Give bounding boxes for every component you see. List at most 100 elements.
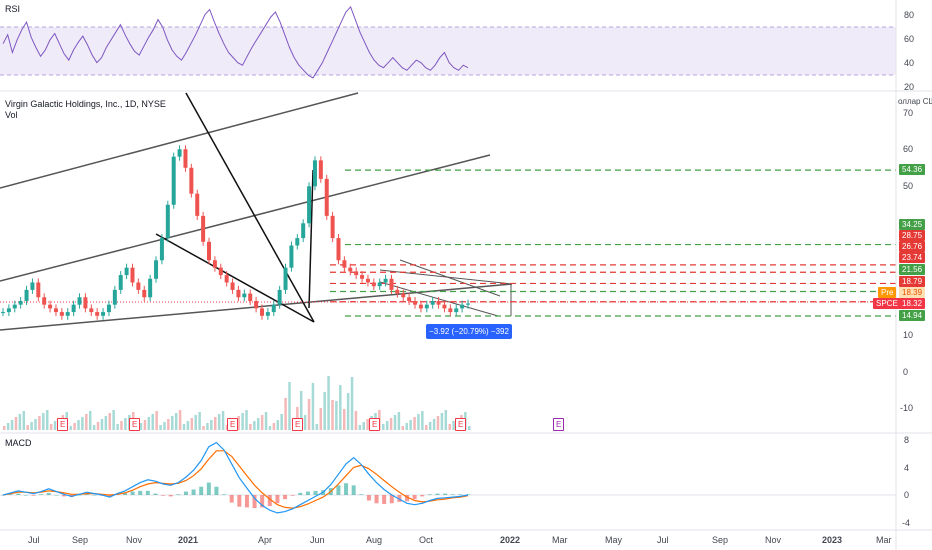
- macd-histogram-bar: [290, 495, 295, 496]
- volume-bar: [22, 411, 26, 430]
- volume-bar: [303, 415, 307, 430]
- macd-histogram-bar: [351, 485, 356, 495]
- candle-body: [230, 282, 235, 290]
- candle-body: [124, 267, 129, 276]
- candle-body: [330, 215, 335, 239]
- earnings-marker[interactable]: E: [292, 418, 304, 431]
- candle-body: [95, 312, 100, 316]
- earnings-marker[interactable]: E: [129, 418, 141, 431]
- volume-bar: [225, 425, 229, 430]
- time-axis-tick: Jul: [28, 535, 40, 545]
- earnings-marker[interactable]: E: [227, 418, 239, 431]
- macd-histogram-bar: [405, 495, 410, 502]
- rsi-title: RSI: [5, 4, 21, 14]
- volume-bar: [18, 414, 22, 430]
- candle-body: [259, 308, 264, 316]
- last-price-tag: 18.32: [899, 298, 926, 309]
- volume-bar: [468, 426, 471, 430]
- volume-bar: [299, 391, 303, 430]
- candle-body: [177, 149, 182, 157]
- time-axis-tick: Nov: [765, 535, 782, 545]
- candle-body: [59, 312, 64, 316]
- macd-tick: -4: [902, 518, 911, 528]
- volume-bar: [331, 400, 334, 430]
- macd-histogram-bar: [92, 495, 97, 496]
- candle-body: [207, 241, 212, 261]
- macd-histogram-bar: [466, 494, 470, 495]
- volume-bar: [256, 418, 260, 430]
- volume-bar: [26, 425, 29, 430]
- candle-body: [183, 149, 188, 168]
- volume-bar: [315, 424, 319, 430]
- volume-bar: [237, 416, 240, 430]
- candle-body: [189, 167, 194, 194]
- volume-bar: [405, 423, 408, 430]
- earnings-marker[interactable]: E: [57, 418, 69, 431]
- candle-body: [460, 304, 465, 309]
- macd-title: MACD: [5, 438, 32, 448]
- candle-body: [442, 304, 447, 309]
- macd-histogram-bar: [420, 495, 425, 497]
- candle-body: [413, 300, 418, 305]
- candle-body: [112, 289, 117, 305]
- level-tag: 21.56: [899, 264, 926, 275]
- price-tick: 60: [903, 144, 914, 154]
- volume-bar: [6, 423, 10, 430]
- level-tag: 18.79: [899, 276, 926, 287]
- volume-bar: [245, 410, 248, 430]
- macd-histogram-bar: [176, 494, 181, 495]
- candle-body: [236, 289, 241, 298]
- candle-body: [195, 193, 200, 216]
- volume-bar: [335, 401, 338, 430]
- volume-bar: [53, 421, 57, 430]
- volume-bar: [182, 424, 186, 430]
- volume-bar: [354, 411, 358, 430]
- earnings-marker[interactable]: E: [455, 418, 467, 431]
- trendline-support: [155, 233, 315, 323]
- candle-body: [318, 160, 323, 179]
- volume-bar: [163, 422, 166, 430]
- volume-bar: [413, 417, 416, 430]
- candle-body: [466, 303, 470, 305]
- candle-body: [418, 304, 423, 309]
- macd-histogram-bar: [382, 495, 387, 504]
- macd-histogram-bar: [298, 492, 303, 495]
- volume-bar: [174, 413, 178, 430]
- volume-bar: [417, 414, 420, 430]
- trendline-vertical: [308, 169, 314, 309]
- volume-bar: [77, 420, 80, 430]
- macd-histogram-bar: [229, 495, 234, 503]
- macd-histogram-bar: [443, 493, 448, 495]
- candle-body: [295, 238, 300, 246]
- rsi-tick: 40: [904, 58, 915, 68]
- volume-bar: [45, 410, 49, 430]
- macd-histogram-bar: [206, 482, 211, 495]
- macd-histogram-bar: [145, 490, 150, 495]
- macd-histogram-bar: [427, 494, 432, 495]
- volume-bar: [311, 383, 315, 430]
- earnings-marker[interactable]: E: [369, 418, 381, 431]
- candle-body: [454, 308, 459, 313]
- volume-bar: [73, 423, 76, 430]
- earnings-marker-future[interactable]: E: [553, 418, 565, 431]
- level-tag: 28.75: [899, 230, 926, 241]
- volume-bar: [432, 419, 436, 430]
- volume-bar: [210, 420, 213, 430]
- volume-bar: [186, 421, 190, 430]
- price-tick: 0: [903, 367, 909, 377]
- time-axis-tick: May: [605, 535, 623, 545]
- volume-bar: [436, 416, 440, 430]
- volume-bar: [202, 426, 205, 430]
- volume-bar: [10, 420, 14, 430]
- volume-bar: [217, 414, 221, 430]
- volume-bar: [151, 414, 154, 430]
- candle-body: [348, 267, 353, 272]
- volume-bar: [362, 422, 365, 430]
- volume-bar: [34, 419, 37, 430]
- volume-bar: [108, 413, 112, 430]
- candle-body: [424, 304, 429, 309]
- candle-body: [242, 293, 247, 298]
- volume-bar: [214, 417, 217, 430]
- candle-body: [30, 282, 35, 290]
